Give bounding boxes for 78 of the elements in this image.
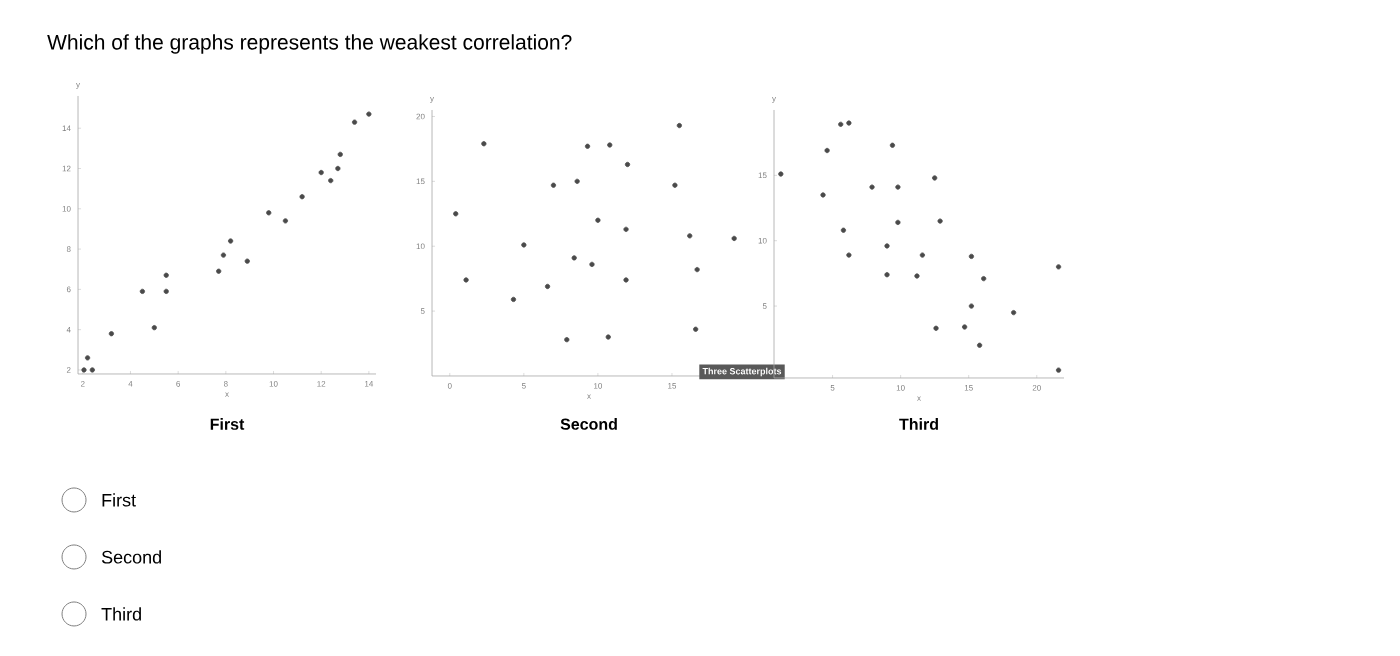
point: [216, 268, 222, 274]
point: [81, 367, 87, 373]
point: [228, 238, 234, 244]
point: [1011, 310, 1017, 316]
point: [607, 142, 613, 148]
point: [884, 272, 890, 278]
point: [595, 217, 601, 223]
point: [693, 326, 699, 332]
point: [623, 277, 629, 283]
point: [687, 233, 693, 239]
point: [838, 121, 844, 127]
point: [694, 266, 700, 273]
point: [366, 111, 372, 117]
point: [244, 258, 250, 264]
point: [84, 355, 91, 361]
point: [266, 210, 272, 216]
point: [981, 276, 987, 282]
point: [163, 288, 169, 294]
point: [299, 194, 305, 200]
point: [510, 296, 517, 303]
point: [937, 218, 943, 224]
point: [840, 227, 847, 233]
point: [623, 226, 629, 232]
point: [463, 277, 469, 283]
point: [151, 325, 157, 331]
point: [605, 334, 611, 340]
text: Third: [101, 607, 141, 621]
point: [869, 184, 875, 190]
point: [318, 169, 324, 176]
point: [1055, 264, 1062, 270]
text: Second: [560, 418, 617, 430]
point: [932, 175, 938, 181]
point: [574, 178, 580, 184]
point: [824, 147, 830, 154]
point: [933, 325, 939, 331]
point: [846, 120, 852, 126]
text: First: [210, 418, 245, 430]
point: [335, 165, 341, 172]
point: [589, 261, 595, 267]
point: [521, 242, 527, 248]
point: [820, 192, 826, 198]
text: Second: [101, 550, 161, 564]
point: [550, 182, 557, 188]
point: [282, 218, 289, 224]
chart-title: Which of the graphs represents the weakest correlation?: [47, 34, 572, 54]
point: [89, 367, 95, 373]
text: Third: [899, 418, 938, 430]
point: [889, 142, 896, 148]
point: [968, 303, 975, 309]
point: [544, 283, 551, 290]
point: [139, 288, 145, 294]
point: [846, 252, 852, 258]
point: [351, 119, 358, 125]
point: [571, 255, 577, 261]
point: [672, 182, 678, 188]
point: [919, 252, 926, 258]
point: [778, 171, 784, 177]
point: [895, 219, 901, 226]
point: [731, 235, 737, 242]
point: [976, 342, 983, 348]
point: [220, 252, 227, 258]
point: [584, 143, 591, 149]
point: [914, 273, 920, 279]
point: [1055, 367, 1062, 373]
point: [895, 184, 901, 190]
point: [453, 211, 459, 217]
point: [884, 243, 890, 249]
point: [624, 161, 631, 168]
point: [108, 331, 115, 337]
point: [481, 141, 487, 147]
point: [968, 253, 975, 259]
point: [328, 177, 334, 184]
point: [564, 337, 570, 343]
point: [337, 151, 343, 157]
text: First: [102, 493, 136, 507]
point: [962, 324, 968, 330]
point: [163, 272, 169, 278]
point: [676, 122, 682, 129]
